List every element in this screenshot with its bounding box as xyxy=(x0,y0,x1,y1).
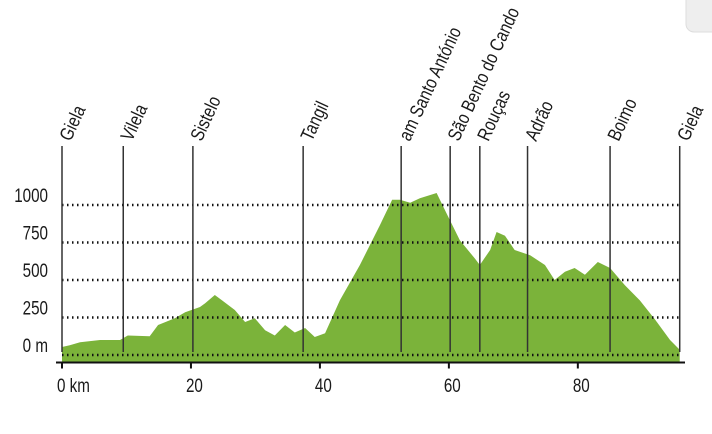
x-tick-label: 0 km xyxy=(57,374,90,396)
place-label: Giela xyxy=(55,102,90,144)
corner-button xyxy=(685,0,712,33)
y-tick-label: 250 xyxy=(23,297,48,319)
x-tick-label: 80 xyxy=(573,374,590,396)
x-tick-label: 40 xyxy=(315,374,332,396)
y-tick-label: 1000 xyxy=(14,184,48,206)
elevation-area xyxy=(62,193,680,363)
place-label: Boimo xyxy=(603,95,641,144)
y-tick-label: 0 m xyxy=(23,334,48,356)
x-tick-label: 20 xyxy=(186,374,203,396)
place-label: Giela xyxy=(672,102,707,144)
place-label: Vilela xyxy=(116,100,152,144)
place-label: Adrão xyxy=(520,97,557,144)
x-tick-label: 60 xyxy=(444,374,461,396)
y-tick-label: 750 xyxy=(23,222,48,244)
place-label: Sistelo xyxy=(186,92,226,144)
place-label: Tangil xyxy=(296,98,333,144)
y-tick-label: 500 xyxy=(23,259,48,281)
